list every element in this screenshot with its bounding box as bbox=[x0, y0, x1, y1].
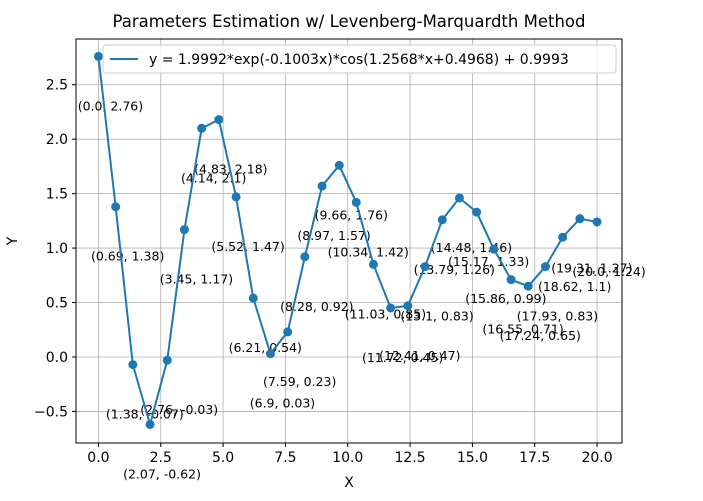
data-point bbox=[386, 303, 396, 313]
data-point bbox=[420, 262, 430, 272]
point-annotation: (13.1, 0.83) bbox=[400, 309, 473, 324]
legend-series-label: y = 1.9992*exp(-0.1003x)*cos(1.2568*x+0.… bbox=[149, 52, 569, 68]
y-tick-label: 2.0 bbox=[46, 132, 68, 148]
x-tick-label: 5.0 bbox=[212, 450, 234, 466]
data-point bbox=[179, 225, 189, 235]
data-point bbox=[540, 262, 550, 272]
point-annotation: (13.79, 1.26) bbox=[414, 262, 495, 277]
data-point bbox=[368, 259, 378, 269]
y-tick-label: 1.5 bbox=[46, 187, 68, 203]
data-point bbox=[558, 232, 568, 242]
x-tick-label: 10.0 bbox=[332, 450, 363, 466]
point-annotation: (8.97, 1.57) bbox=[297, 228, 370, 243]
data-point bbox=[575, 214, 585, 224]
data-point bbox=[162, 355, 172, 365]
point-annotation: (15.17, 1.33) bbox=[448, 254, 529, 269]
y-tick-label: −0.5 bbox=[34, 404, 68, 420]
data-point bbox=[437, 215, 447, 225]
x-ticks: 0.0 2.5 5.0 7.5 10.0 12.5 15.0 17.5 20.0 bbox=[87, 443, 613, 466]
point-annotation: (0.69, 1.38) bbox=[91, 249, 164, 264]
data-point bbox=[506, 275, 516, 285]
legend-box bbox=[102, 44, 617, 74]
legend: y = 1.9992*exp(-0.1003x)*cos(1.2568*x+0.… bbox=[102, 44, 617, 74]
y-tick-label: 0.5 bbox=[46, 296, 68, 312]
point-annotation: (12.41, 0.47) bbox=[379, 348, 460, 363]
data-point bbox=[248, 293, 258, 303]
data-point bbox=[489, 244, 499, 254]
data-point bbox=[403, 301, 413, 311]
x-tick-label: 2.5 bbox=[150, 450, 172, 466]
data-point bbox=[472, 207, 482, 217]
point-annotation: (19.31, 1.27) bbox=[551, 261, 632, 276]
data-point bbox=[523, 281, 533, 291]
point-annotation: (5.52, 1.47) bbox=[211, 239, 284, 254]
data-point bbox=[265, 349, 275, 359]
point-annotation: (16.55, 0.71) bbox=[482, 322, 563, 337]
y-tick-label: 2.5 bbox=[46, 78, 68, 94]
data-point bbox=[454, 193, 464, 203]
x-axis-label: X bbox=[344, 475, 354, 491]
series bbox=[93, 51, 602, 429]
data-point bbox=[334, 160, 344, 170]
data-point bbox=[93, 51, 103, 61]
data-point bbox=[317, 181, 327, 191]
point-annotation: (1.38, -0.07) bbox=[106, 407, 184, 422]
chart-title: Parameters Estimation w/ Levenberg-Marqu… bbox=[113, 12, 586, 31]
point-annotation: (11.72, 0.45) bbox=[362, 350, 443, 365]
data-point bbox=[197, 123, 207, 133]
point-annotation: (6.21, 0.54) bbox=[229, 340, 302, 355]
data-point bbox=[351, 197, 361, 207]
data-point bbox=[145, 419, 155, 429]
data-point bbox=[283, 327, 293, 337]
y-ticks: −0.5 0.0 0.5 1.0 1.5 2.0 2.5 bbox=[34, 78, 76, 420]
point-annotation: (3.45, 1.17) bbox=[160, 272, 233, 287]
point-annotation: (17.24, 0.65) bbox=[500, 328, 581, 343]
x-tick-label: 17.5 bbox=[519, 450, 550, 466]
data-point bbox=[231, 192, 241, 202]
plot-frame bbox=[75, 38, 623, 444]
point-annotation: (11.03, 0.85) bbox=[345, 306, 426, 321]
point-annotation: (14.48, 1.46) bbox=[431, 240, 512, 255]
point-annotation: (15.86, 0.99) bbox=[465, 291, 546, 306]
point-annotation: (2.76, -0.03) bbox=[140, 402, 218, 417]
y-tick-label: 0.0 bbox=[46, 350, 68, 366]
point-annotation: (17.93, 0.83) bbox=[517, 309, 598, 324]
point-annotation: (10.34, 1.42) bbox=[328, 244, 409, 259]
x-tick-label: 12.5 bbox=[394, 450, 425, 466]
data-point bbox=[300, 252, 310, 262]
x-tick-label: 0.0 bbox=[87, 450, 109, 466]
y-axis-label: Y bbox=[5, 236, 21, 246]
y-tick-label: 1.0 bbox=[46, 241, 68, 257]
point-annotation: (18.62, 1.1) bbox=[538, 279, 611, 294]
annotations: (0.0, 2.76) (0.69, 1.38) (1.38, -0.07) (2.0… bbox=[78, 98, 646, 481]
point-annotation: (0.0, 2.76) bbox=[78, 98, 143, 113]
x-tick-label: 7.5 bbox=[274, 450, 296, 466]
point-annotation: (9.66, 1.76) bbox=[315, 207, 388, 222]
data-point bbox=[592, 217, 602, 227]
x-tick-label: 15.0 bbox=[457, 450, 488, 466]
data-point bbox=[214, 115, 224, 125]
x-tick-label: 20.0 bbox=[581, 450, 612, 466]
point-annotation: (2.07, -0.62) bbox=[123, 466, 201, 481]
point-annotation: (6.9, 0.03) bbox=[250, 396, 315, 411]
point-annotation: (8.28, 0.92) bbox=[280, 299, 353, 314]
point-annotation: (20.0, 1.24) bbox=[572, 264, 645, 279]
point-annotation: (7.59, 0.23) bbox=[263, 374, 336, 389]
data-point bbox=[128, 360, 138, 370]
data-point bbox=[111, 202, 121, 212]
